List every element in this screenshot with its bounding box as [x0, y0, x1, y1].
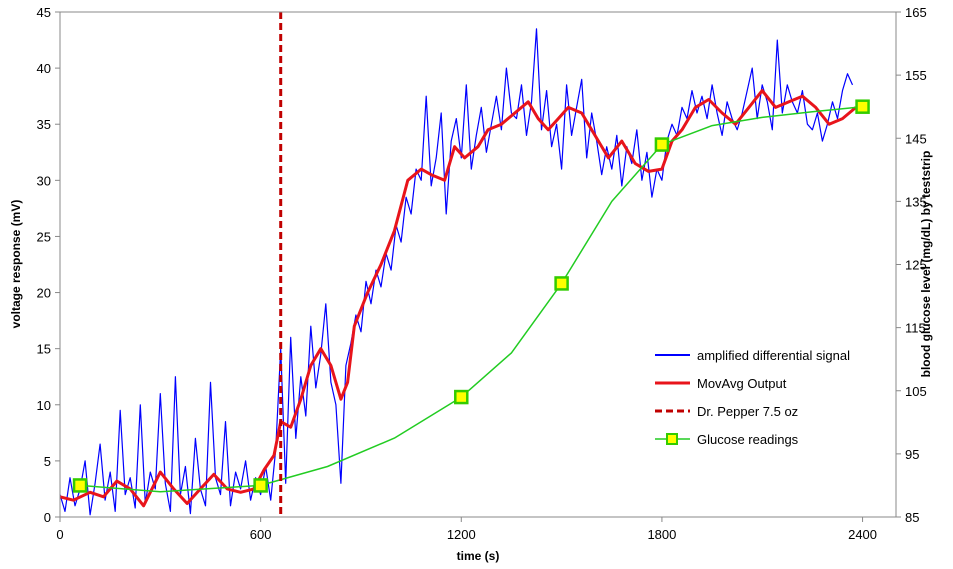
y-right-axis-title: blood glucose level (mg/dL) by teststrip: [919, 151, 933, 378]
glucose-point: [253, 478, 268, 493]
y-right-tick-label: 125: [905, 258, 927, 273]
glucose-point: [554, 276, 569, 291]
y-left-tick-label: 40: [37, 61, 51, 76]
y-left-tick-label: 35: [37, 117, 51, 132]
y-right-tick-label: 115: [905, 321, 926, 336]
y-left-tick-label: 45: [37, 5, 51, 20]
legend-label-signal: amplified differential signal: [697, 348, 850, 363]
glucose-point: [654, 137, 670, 152]
y-right-tick-label: 105: [905, 384, 927, 399]
x-tick-label: 2400: [848, 527, 877, 542]
axes: 0 600 1200 1800 2400 0 5 10 15 20 25 30 35 40 45 85 95 10…: [37, 5, 927, 542]
series-glucose-line: [80, 105, 863, 493]
legend-label-glucose: Glucose readings: [697, 432, 799, 447]
y-left-tick-label: 15: [37, 342, 51, 357]
y-left-tick-label: 0: [44, 510, 51, 525]
legend-swatch-glucose-marker: [666, 433, 678, 445]
y-right-tick-label: 95: [905, 447, 919, 462]
x-axis-title: time (s): [457, 549, 500, 563]
y-right-tick-label: 135: [905, 194, 927, 209]
legend-label-movavg: MovAvg Output: [697, 376, 787, 391]
y-right-tick-label: 165: [905, 5, 927, 20]
y-left-tick-label: 20: [37, 286, 51, 301]
series-signal-line: [59, 28, 854, 516]
glucose-point: [72, 478, 88, 493]
x-tick-label: 1200: [447, 527, 476, 542]
y-left-tick-label: 10: [37, 398, 51, 413]
glucose-point: [454, 389, 469, 405]
legend: amplified differential signal MovAvg Out…: [655, 348, 850, 447]
y-right-tick-label: 85: [905, 510, 919, 525]
series-movavg-line: [59, 89, 857, 508]
glucose-point: [855, 99, 870, 114]
y-left-axis-title: voltage response (mV): [9, 200, 23, 329]
plot-lines: [59, 12, 870, 517]
x-tick-label: 0: [56, 527, 63, 542]
y-right-tick-label: 155: [905, 68, 927, 83]
y-left-tick-label: 25: [37, 229, 51, 244]
legend-label-event: Dr. Pepper 7.5 oz: [697, 404, 798, 419]
x-tick-label: 600: [250, 527, 272, 542]
y-left-tick-label: 30: [37, 173, 51, 188]
x-tick-label: 1800: [647, 527, 676, 542]
y-right-tick-label: 145: [905, 131, 927, 146]
y-left-tick-label: 5: [44, 454, 51, 469]
